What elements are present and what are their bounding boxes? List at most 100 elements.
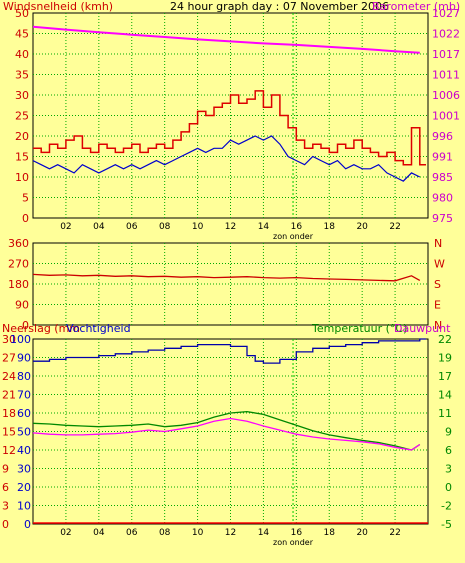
temperature-ytick-10: 22 bbox=[438, 333, 452, 346]
humidity-ytick-6: 60 bbox=[17, 407, 31, 420]
humidity-ytick-2: 20 bbox=[17, 481, 31, 494]
weather-panel-xtick-04: 04 bbox=[93, 528, 105, 538]
wind-ytick-50: 50 bbox=[15, 7, 29, 20]
wind-ytick-10: 10 bbox=[15, 171, 29, 184]
weather-panel-xtick-10: 10 bbox=[192, 528, 204, 538]
temperature-ytick-4: 6 bbox=[445, 444, 452, 457]
baro-ytick-1011: 1011 bbox=[432, 69, 460, 82]
humidity-ytick-0: 0 bbox=[24, 518, 31, 531]
rain-ytick-7: 21 bbox=[2, 389, 16, 402]
baro-ytick-996: 996 bbox=[432, 130, 453, 143]
humidity-ytick-5: 50 bbox=[17, 426, 31, 439]
wind-panel-xtick-16: 16 bbox=[291, 222, 303, 232]
humidity-ytick-9: 90 bbox=[17, 352, 31, 365]
direction-compass-0: N bbox=[434, 237, 442, 250]
header-center-title: 24 hour graph day : 07 November 2006 bbox=[170, 0, 390, 13]
wind-ytick-30: 30 bbox=[15, 89, 29, 102]
direction-compass-1: W bbox=[434, 258, 445, 271]
wind-ytick-45: 45 bbox=[15, 28, 29, 41]
wind-panel-xtick-14: 14 bbox=[258, 222, 270, 232]
wind-panel-xtick-06: 06 bbox=[126, 222, 138, 232]
wind-panel-xtick-12: 12 bbox=[225, 222, 236, 232]
wind-ytick-20: 20 bbox=[15, 130, 29, 143]
humidity-ytick-10: 100 bbox=[10, 333, 31, 346]
baro-ytick-1001: 1001 bbox=[432, 110, 460, 123]
wind-ytick-35: 35 bbox=[15, 69, 29, 82]
rain-ytick-9: 27 bbox=[2, 352, 16, 365]
rain-ytick-8: 24 bbox=[2, 370, 16, 383]
humidity-ytick-8: 80 bbox=[17, 370, 31, 383]
temperature-ytick-3: 3 bbox=[445, 463, 452, 476]
direction-ytick-180: 180 bbox=[8, 278, 29, 291]
temperature-line bbox=[32, 410, 421, 451]
temperature-axis-label: Temperatuur (°C) bbox=[311, 322, 407, 335]
weather-panel-xtick-12: 12 bbox=[225, 528, 236, 538]
wind-panel-xtick-08: 08 bbox=[159, 222, 171, 232]
baro-ytick-985: 985 bbox=[432, 171, 453, 184]
weather-panel-xtick-06: 06 bbox=[126, 528, 138, 538]
rain-ytick-3: 9 bbox=[2, 463, 9, 476]
weather-panel-xtick-20: 20 bbox=[356, 528, 368, 538]
baro-ytick-980: 980 bbox=[432, 192, 453, 205]
wind-ytick-25: 25 bbox=[15, 110, 29, 123]
weather-panel-xtick-14: 14 bbox=[258, 528, 270, 538]
rain-ytick-4: 12 bbox=[2, 444, 16, 457]
direction-compass-3: E bbox=[434, 299, 441, 312]
humidity-line bbox=[33, 338, 426, 364]
wind-gust-line bbox=[32, 135, 421, 182]
rain-ytick-2: 6 bbox=[2, 481, 9, 494]
baro-ytick-975: 975 bbox=[432, 212, 453, 225]
rain-ytick-6: 18 bbox=[2, 407, 16, 420]
wind-speed-line bbox=[33, 90, 426, 166]
dewpoint-line bbox=[32, 417, 421, 451]
humidity-ytick-4: 40 bbox=[17, 444, 31, 457]
wind-ytick-15: 15 bbox=[15, 151, 29, 164]
baro-ytick-991: 991 bbox=[432, 151, 453, 164]
temperature-ytick-8: 17 bbox=[438, 370, 452, 383]
wind-panel-xtick-04: 04 bbox=[93, 222, 105, 232]
weather-panel-xtick-08: 08 bbox=[159, 528, 171, 538]
humidity-axis-label: Vochtigheid bbox=[66, 322, 131, 335]
direction-ytick-270: 270 bbox=[8, 258, 29, 271]
rain-ytick-1: 3 bbox=[2, 500, 9, 513]
humidity-ytick-3: 30 bbox=[17, 463, 31, 476]
weather-panel-xtick-16: 16 bbox=[291, 528, 303, 538]
barometer-line bbox=[32, 25, 420, 54]
wind-panel-xtick-10: 10 bbox=[192, 222, 204, 232]
weather-panel-zon-onder-label: zon onder bbox=[273, 538, 314, 547]
weather-panel-xtick-18: 18 bbox=[324, 528, 336, 538]
direction-ytick-360: 360 bbox=[8, 237, 29, 250]
direction-ytick-90: 90 bbox=[15, 299, 29, 312]
direction-line bbox=[32, 273, 421, 282]
temperature-ytick-1: -2 bbox=[441, 500, 452, 513]
temperature-ytick-6: 11 bbox=[438, 407, 452, 420]
direction-compass-2: S bbox=[434, 278, 441, 291]
direction-ytick-0: 0 bbox=[22, 319, 29, 332]
weather-panel-xtick-22: 22 bbox=[389, 528, 400, 538]
wind-panel-xtick-22: 22 bbox=[389, 222, 400, 232]
header-right-title: Barometer (mb) bbox=[372, 0, 461, 13]
rain-axis-label: Neerslag (mm bbox=[2, 322, 80, 335]
baro-ytick-1022: 1022 bbox=[432, 28, 460, 41]
rain-ytick-5: 15 bbox=[2, 426, 16, 439]
wind-panel-xtick-02: 02 bbox=[60, 222, 71, 232]
wind-panel-xtick-20: 20 bbox=[356, 222, 368, 232]
temperature-ytick-2: 0 bbox=[445, 481, 452, 494]
baro-ytick-1017: 1017 bbox=[432, 48, 460, 61]
wind-panel-zon-onder-label: zon onder bbox=[273, 232, 314, 241]
temperature-ytick-7: 14 bbox=[438, 389, 452, 402]
header-left-title: Windsnelheid (kmh) bbox=[3, 0, 114, 13]
weather-panel-xtick-02: 02 bbox=[60, 528, 71, 538]
humidity-ytick-7: 70 bbox=[17, 389, 31, 402]
dewpoint-axis-label: Dauwpunt bbox=[394, 322, 451, 335]
baro-ytick-1027: 1027 bbox=[432, 7, 460, 20]
humidity-ytick-1: 10 bbox=[17, 500, 31, 513]
temperature-ytick-0: -5 bbox=[441, 518, 452, 531]
baro-ytick-1006: 1006 bbox=[432, 89, 460, 102]
rain-ytick-0: 0 bbox=[2, 518, 9, 531]
temperature-ytick-5: 9 bbox=[445, 426, 452, 439]
rain-ytick-10: 30 bbox=[2, 333, 16, 346]
temperature-ytick-9: 19 bbox=[438, 352, 452, 365]
